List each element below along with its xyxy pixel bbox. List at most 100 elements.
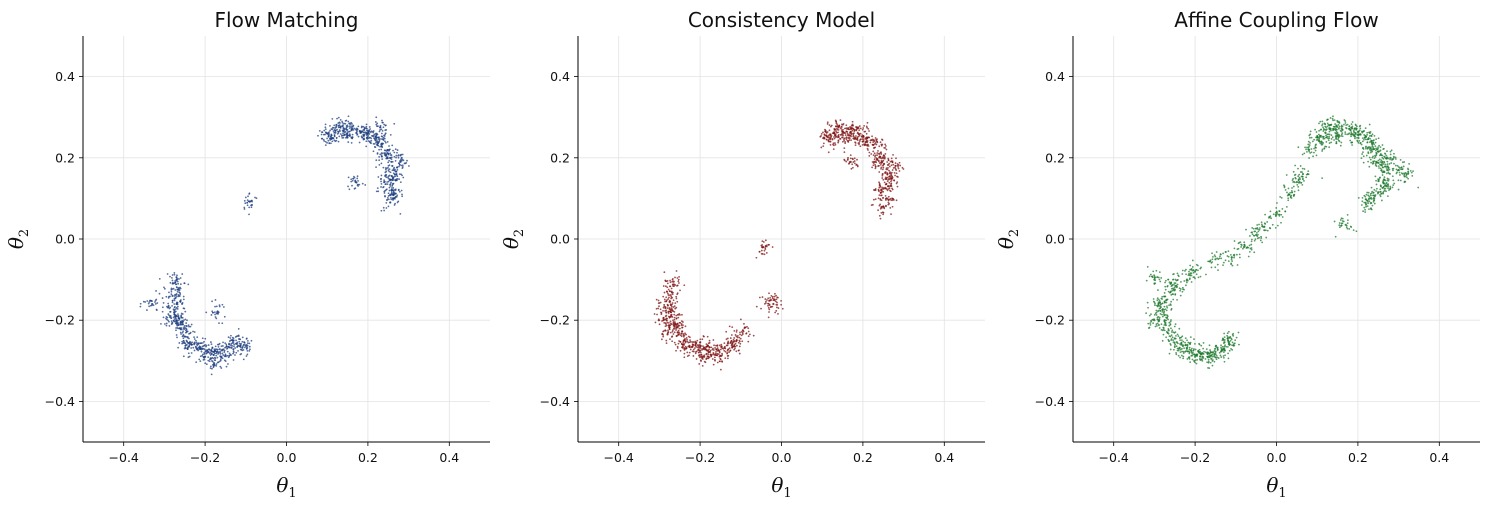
scatter-point <box>1222 264 1224 267</box>
scatter-point <box>324 123 327 126</box>
scatter-point <box>887 157 890 160</box>
scatter-point <box>380 180 382 183</box>
scatter-point <box>738 345 741 348</box>
scatter-point <box>1338 222 1341 224</box>
scatter-point <box>390 181 392 184</box>
scatter-point <box>837 139 840 142</box>
scatter-point <box>1362 151 1364 154</box>
scatter-point <box>1173 342 1176 345</box>
scatter-point <box>890 184 893 187</box>
scatter-point <box>388 170 390 173</box>
scatter-point <box>173 318 176 320</box>
scatter-point <box>390 196 392 199</box>
scatter-point <box>708 341 711 344</box>
scatter-point <box>139 305 142 308</box>
scatter-point <box>147 302 150 305</box>
scatter-point <box>1293 190 1296 193</box>
scatter-point <box>1321 177 1324 180</box>
scatter-point <box>1314 146 1317 148</box>
scatter-point <box>735 340 737 343</box>
scatter-point <box>859 132 862 135</box>
scatter-point <box>1311 140 1314 143</box>
scatter-point <box>1404 180 1407 183</box>
scatter-point <box>694 344 696 346</box>
scatter-point <box>1383 182 1386 185</box>
scatter-point <box>221 357 224 360</box>
scatter-point <box>382 206 385 209</box>
scatter-point <box>721 347 724 350</box>
scatter-point <box>672 321 675 324</box>
scatter-point <box>694 352 697 355</box>
scatter-point <box>859 127 862 130</box>
scatter-point <box>1228 349 1231 352</box>
scatter-point <box>1252 227 1255 230</box>
scatter-point <box>1154 302 1156 305</box>
scatter-point <box>389 201 392 204</box>
scatter-point <box>1167 278 1170 281</box>
scatter-point <box>1383 178 1386 181</box>
scatter-point <box>1314 149 1317 152</box>
scatter-point <box>888 202 890 205</box>
scatter-point <box>394 197 396 200</box>
scatter-point <box>668 290 671 293</box>
scatter-point <box>1370 208 1373 211</box>
scatter-point <box>1374 175 1377 178</box>
x-axis-label: θ1 <box>276 473 296 501</box>
scatter-point <box>352 177 355 180</box>
scatter-point <box>1387 185 1389 188</box>
scatter-point <box>186 341 189 343</box>
scatter-point <box>1257 228 1259 231</box>
scatter-point <box>223 349 226 352</box>
scatter-point <box>771 297 774 300</box>
scatter-point <box>387 205 390 208</box>
scatter-point <box>1222 355 1225 357</box>
scatter-point <box>899 164 902 167</box>
scatter-point <box>368 133 371 135</box>
scatter-point <box>394 148 397 151</box>
scatter-point <box>1238 253 1241 256</box>
scatter-point <box>733 343 736 346</box>
scatter-point <box>1250 240 1253 243</box>
scatter-point <box>146 309 148 311</box>
scatter-point <box>1303 180 1305 182</box>
scatter-point <box>1290 194 1293 197</box>
scatter-point <box>330 138 333 141</box>
scatter-point <box>1361 153 1364 155</box>
scatter-point <box>1370 149 1373 152</box>
scatter-point <box>248 192 251 195</box>
scatter-point <box>1162 311 1165 314</box>
scatter-point <box>1213 355 1216 358</box>
scatter-point <box>400 153 403 156</box>
scatter-point <box>395 154 398 157</box>
scatter-point <box>675 306 678 309</box>
scatter-point <box>715 354 718 357</box>
scatter-point <box>1386 156 1389 159</box>
scatter-point <box>369 131 372 134</box>
scatter-point <box>1174 278 1177 281</box>
scatter-point <box>237 328 240 330</box>
scatter-point <box>341 136 344 139</box>
scatter-point <box>680 322 683 325</box>
scatter-point <box>1298 176 1301 179</box>
scatter-point <box>232 352 234 355</box>
scatter-point <box>684 345 687 348</box>
scatter-point <box>1336 121 1339 123</box>
scatter-point <box>712 349 715 351</box>
scatter-point <box>729 337 732 339</box>
scatter-point <box>1180 354 1183 357</box>
scatter-point <box>835 120 837 123</box>
scatter-point <box>664 279 667 282</box>
scatter-point <box>733 340 736 343</box>
scatter-point <box>1379 161 1382 163</box>
scatter-point <box>335 125 338 128</box>
scatter-point <box>356 177 359 180</box>
scatter-point <box>878 164 880 167</box>
scatter-point <box>1181 290 1184 293</box>
scatter-point <box>835 122 838 125</box>
scatter-point <box>337 126 340 129</box>
scatter-point <box>663 298 666 301</box>
scatter-point <box>190 344 193 346</box>
scatter-point <box>666 290 668 293</box>
scatter-point <box>671 340 674 343</box>
scatter-point <box>369 136 371 139</box>
